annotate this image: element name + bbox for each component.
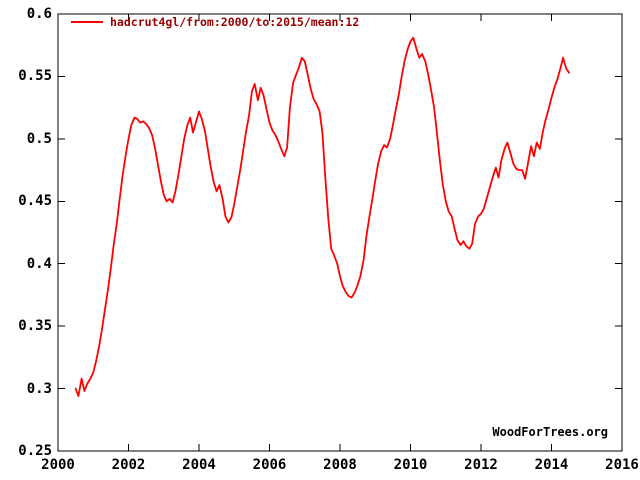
- y-axis-tick-label: 0.3: [26, 380, 52, 397]
- plot-border: [57, 13, 623, 452]
- y-axis-tick-label: 0.45: [18, 193, 52, 210]
- series-line: [74, 36, 570, 398]
- legend-series-label: hadcrut4gl/from:2000/to:2015/mean:12: [110, 15, 360, 29]
- x-axis-tick-label: 2010: [393, 457, 428, 473]
- x-axis-tick-label: 2002: [111, 457, 146, 473]
- y-axis-tick-label: 0.4: [26, 255, 52, 272]
- x-axis-tick-label: 2008: [323, 457, 357, 473]
- x-axis-tick-label: 2006: [252, 457, 287, 473]
- y-axis-tick-label: 0.55: [18, 68, 52, 85]
- x-axis-tick-label: 2000: [41, 457, 75, 473]
- x-axis-tick-label: 2004: [182, 457, 216, 473]
- y-axis-tick-label: 0.25: [18, 443, 52, 459]
- watermark-text: WoodForTrees.org: [492, 425, 608, 439]
- x-axis-tick-label: 2012: [464, 457, 498, 473]
- y-axis-tick-label: 0.5: [26, 130, 52, 147]
- y-axis-tick-label: 0.6: [26, 6, 52, 22]
- x-axis-tick-label: 2016: [605, 457, 639, 473]
- x-axis-tick-label: 2014: [534, 457, 569, 473]
- y-axis-tick-label: 0.35: [18, 318, 52, 335]
